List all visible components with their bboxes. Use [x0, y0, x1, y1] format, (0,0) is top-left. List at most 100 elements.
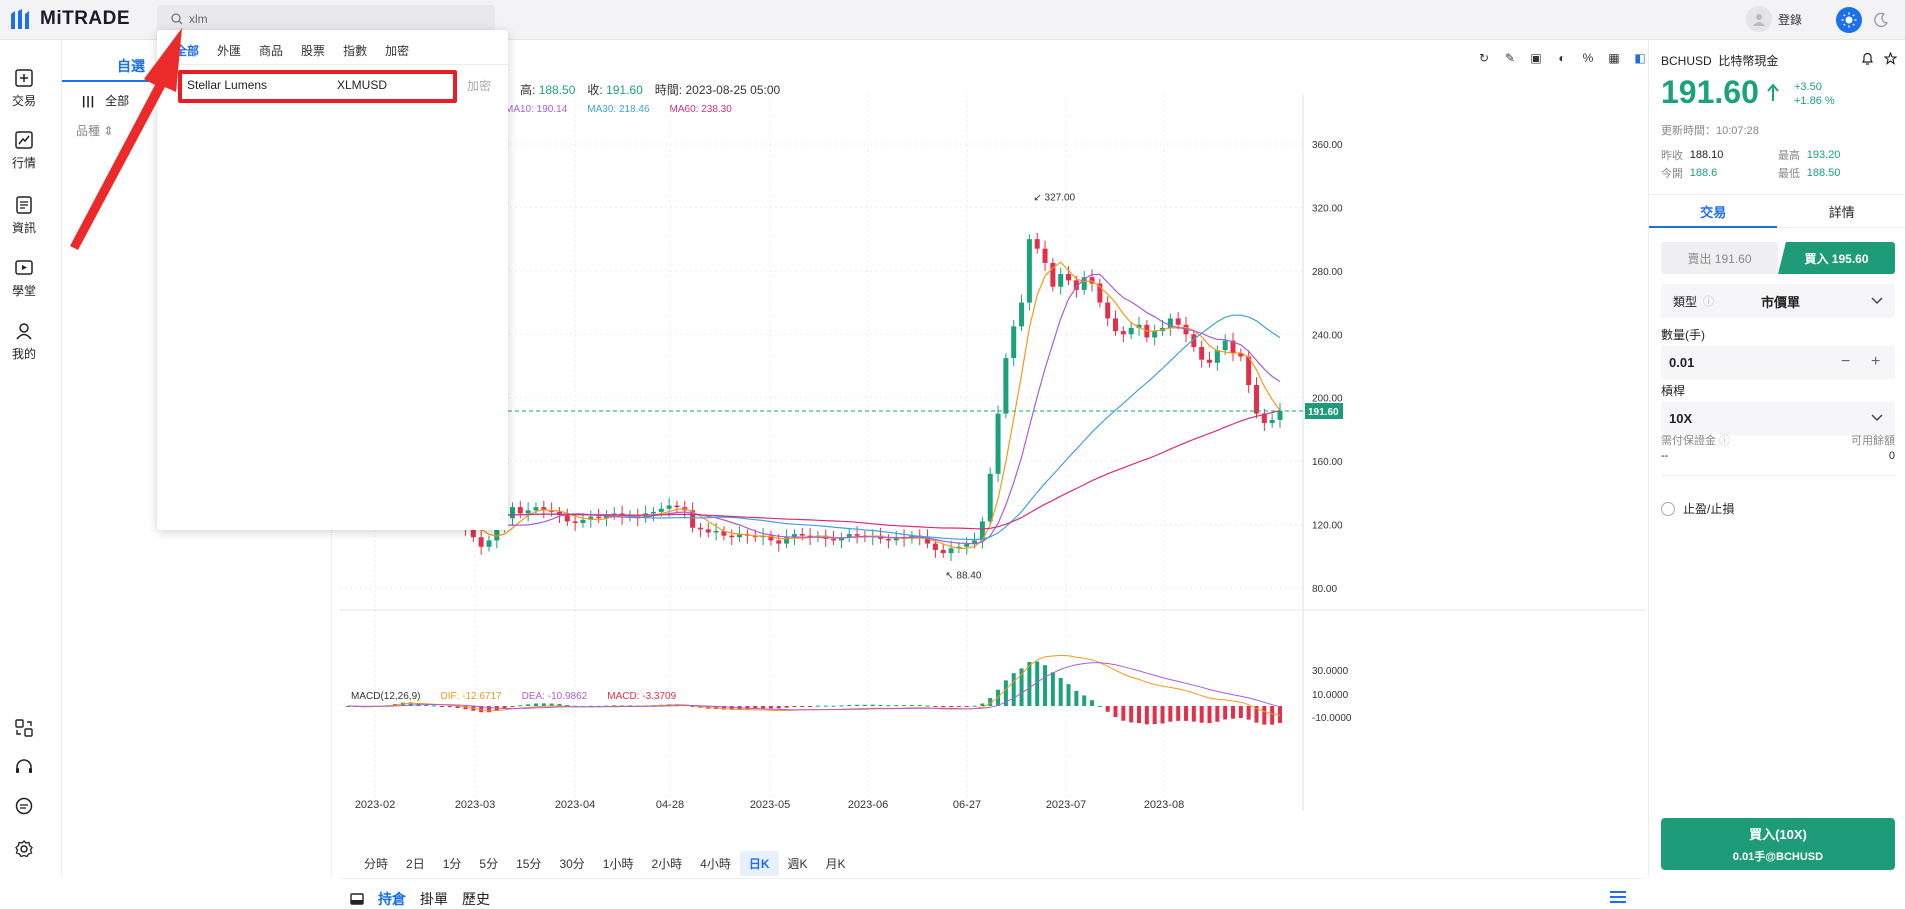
period-4[interactable]: 15分	[507, 851, 550, 876]
login-button[interactable]: 登錄	[1746, 6, 1802, 32]
x-tick-label: 2023-02	[355, 799, 395, 810]
user-icon	[14, 321, 34, 341]
candle-body	[1113, 318, 1118, 331]
candle-body	[1215, 350, 1220, 363]
macd-bar	[526, 704, 530, 706]
tab-history[interactable]: 歷史	[462, 889, 490, 909]
x-tick-label: 2023-07	[1046, 799, 1086, 810]
x-tick-label: 2023-06	[848, 799, 888, 810]
search-tab-3[interactable]: 股票	[301, 42, 325, 59]
sell-button[interactable]: 賣出 191.60	[1661, 242, 1778, 274]
nav-label: 資訊	[12, 219, 36, 236]
list-menu-icon[interactable]	[1610, 890, 1626, 904]
macd-bar	[800, 706, 804, 707]
chevron-down-icon	[1871, 414, 1883, 422]
play-video-icon	[14, 258, 34, 278]
candle-body	[729, 536, 734, 538]
candle-body	[1176, 318, 1181, 324]
macd-bar	[965, 706, 969, 707]
tab-trade[interactable]: 交易	[1649, 195, 1778, 227]
nav-item-mine[interactable]: 我的	[0, 321, 48, 362]
macd-bar	[1184, 706, 1188, 721]
macd-bar	[1153, 706, 1157, 724]
star-icon[interactable]	[1884, 52, 1897, 65]
leverage-select[interactable]: 10X	[1661, 401, 1895, 435]
period-7[interactable]: 2小時	[642, 851, 691, 876]
tab-details[interactable]: 詳情	[1778, 195, 1905, 227]
macd-bar	[1098, 706, 1102, 707]
stop-loss-toggle[interactable]: 止盈/止損	[1661, 500, 1734, 517]
macd-bar	[1200, 706, 1204, 723]
change-value: +3.50	[1794, 80, 1835, 94]
submit-buy-button[interactable]: 買入(10X) 0.01手@BCHUSD	[1661, 818, 1895, 870]
price-tick-label: 360.00	[1312, 140, 1343, 151]
quantity-stepper[interactable]: 0.01 − +	[1661, 345, 1895, 379]
macd-bar	[1278, 706, 1282, 723]
period-9[interactable]: 日K	[740, 851, 779, 876]
period-8[interactable]: 4小時	[691, 851, 740, 876]
nav-label: 我的	[12, 345, 36, 362]
macd-bar	[440, 706, 444, 707]
chat-icon[interactable]	[11, 793, 37, 819]
macd-dea: DEA: -10.9862	[522, 691, 588, 702]
macd-bar	[1114, 706, 1118, 717]
period-11[interactable]: 月K	[817, 851, 855, 876]
switch-device-icon[interactable]	[11, 715, 37, 741]
period-5[interactable]: 30分	[550, 851, 593, 876]
buy-button[interactable]: 買入 195.60	[1778, 242, 1895, 274]
submit-buy-sub: 0.01手@BCHUSD	[1733, 848, 1823, 864]
bell-icon[interactable]	[1861, 52, 1874, 65]
avatar-icon	[1746, 6, 1772, 32]
search-tab-4[interactable]: 指數	[343, 42, 367, 59]
sun-icon[interactable]	[1836, 7, 1862, 33]
nav-item-trade[interactable]: 交易	[0, 68, 48, 109]
period-3[interactable]: 5分	[470, 851, 507, 876]
headset-icon[interactable]	[11, 754, 37, 780]
macd-legend: MACD(12,26,9) DIF: -12.6717 DEA: -10.986…	[351, 691, 676, 702]
candle-body	[533, 507, 538, 510]
stat-label: 最高	[1778, 147, 1807, 163]
nav-item-academy[interactable]: 學堂	[0, 258, 48, 299]
margin-label: 需付保證金 ⓘ	[1661, 432, 1730, 448]
search-tab-5[interactable]: 加密	[385, 42, 409, 59]
macd-bar	[1043, 665, 1047, 706]
period-0[interactable]: 分時	[355, 851, 397, 876]
candle-body	[659, 509, 664, 512]
macd-bar	[871, 705, 875, 706]
nav-item-news[interactable]: 資訊	[0, 195, 48, 236]
macd-bar	[542, 703, 546, 706]
candle-body	[510, 507, 515, 518]
leverage-value: 10X	[1669, 411, 1692, 426]
macd-bar	[1012, 673, 1016, 706]
stat-label: 昨收	[1661, 147, 1690, 163]
minus-icon[interactable]: −	[1841, 353, 1850, 371]
period-6[interactable]: 1小時	[594, 851, 643, 876]
period-1[interactable]: 2日	[397, 851, 434, 876]
tab-positions[interactable]: 持倉	[378, 889, 406, 909]
theme-toggle[interactable]	[1836, 7, 1894, 33]
market-chart-icon	[14, 130, 34, 150]
tab-orders[interactable]: 掛單	[420, 889, 448, 909]
candle-body	[831, 539, 836, 541]
macd-bar	[910, 705, 914, 706]
price-tick-label: 280.00	[1312, 267, 1343, 278]
period-10[interactable]: 週K	[779, 851, 817, 876]
macd-bar	[1247, 706, 1251, 720]
macd-bar	[1129, 706, 1133, 722]
moon-icon[interactable]	[1868, 7, 1894, 33]
macd-bar	[863, 705, 867, 706]
plus-icon[interactable]: +	[1871, 353, 1880, 371]
macd-bar	[933, 706, 937, 707]
candle-body	[996, 414, 1001, 474]
macd-bar	[1106, 706, 1110, 712]
trade-plus-icon	[14, 68, 34, 88]
nav-item-market[interactable]: 行情	[0, 130, 48, 171]
candle-body	[565, 515, 570, 521]
x-tick-label: 2023-05	[750, 799, 790, 810]
candle-body	[949, 548, 954, 553]
settings-gear-icon[interactable]	[11, 836, 37, 862]
order-type-select[interactable]: 類型 ⓘ 市價單	[1661, 284, 1895, 318]
price-value: 191.60	[1661, 74, 1759, 111]
period-2[interactable]: 1分	[434, 851, 471, 876]
search-tab-2[interactable]: 商品	[259, 42, 283, 59]
